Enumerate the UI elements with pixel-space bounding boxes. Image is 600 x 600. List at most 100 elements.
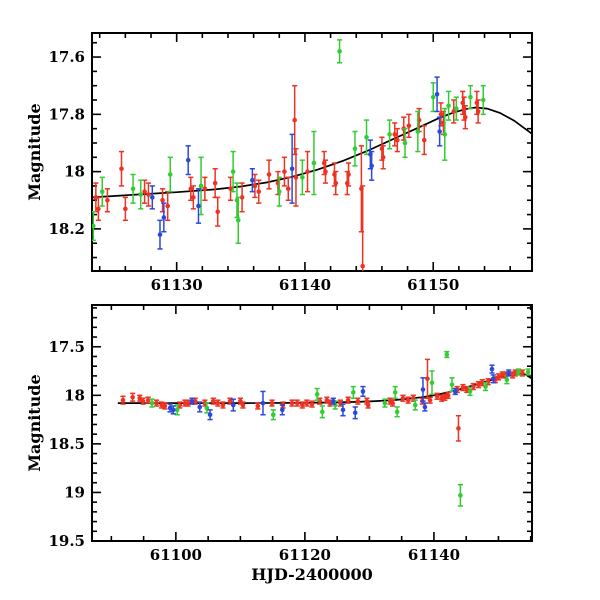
data-point-blue [434,76,440,113]
data-point-red [405,396,411,404]
data-point-red [380,145,386,170]
data-point-red [345,162,352,187]
data-point-green [311,130,317,196]
data-point-red [210,397,216,405]
data-point-green [402,127,408,159]
data-point-green [363,119,370,156]
top-panel: 61130 61140 61150 17.6 17.8 18 18.2 Magnitude [25,32,533,294]
data-point-green [235,196,241,244]
data-point-red [434,392,440,400]
data-point-green [299,159,305,196]
data-point-red [182,399,188,407]
data-point-red [215,196,221,227]
data-point-green [198,156,204,216]
top-x-tick-label: 61140 [279,276,331,294]
data-point-red [394,127,400,153]
data-point-red [355,397,361,405]
data-point-green [130,173,136,204]
data-point-red [227,176,234,202]
top-x-tick-label: 61150 [407,276,459,294]
data-point-red [390,399,396,407]
data-point-red [104,188,110,213]
top-y-tick-label: 18.2 [48,220,85,238]
data-point-blue [506,369,512,377]
top-x-tick-label: 61130 [151,276,203,294]
bottom-y-tick-label: 18 [64,386,85,404]
data-point-green [352,130,358,167]
top-series-green [92,39,486,244]
data-point-blue [452,387,458,396]
data-point-red [512,369,518,377]
data-point-red [285,176,291,202]
data-point-green [99,176,105,207]
top-series-blue [149,76,443,250]
data-point-red [475,380,482,389]
data-point-red [130,392,136,402]
data-point-red [239,182,245,213]
data-point-blue [352,406,358,420]
bottom-series-green [149,350,531,507]
data-point-green [515,368,522,376]
data-point-blue [197,401,203,413]
bottom-x-tick-label: 61100 [150,546,202,564]
data-point-green [319,405,325,419]
data-point-red [345,396,351,404]
data-point-red [400,394,406,402]
data-point-green [430,82,436,113]
data-point-red [392,122,398,147]
data-point-red [293,147,299,207]
data-point-red [227,397,233,405]
data-point-green [525,368,531,376]
data-point-green [392,385,398,399]
top-y-tick-label: 17.6 [48,48,85,66]
data-point-blue [249,168,255,193]
data-point-red [322,159,329,184]
bottom-y-tick-label: 18.5 [48,435,85,453]
data-point-red [145,182,152,207]
x-axis-label: HJD-2400000 [251,565,372,584]
top-ticks [92,33,532,271]
data-point-red [439,394,445,402]
data-point-green [270,409,276,421]
data-point-blue [360,385,366,398]
data-point-red [162,402,168,410]
data-point-green [92,210,96,242]
data-point-green [314,387,320,401]
data-point-red [122,196,128,222]
data-point-red [165,190,171,222]
data-point-red [266,159,272,190]
bottom-frame [91,304,533,542]
data-point-blue [437,116,443,147]
data-point-red [299,401,305,409]
bottom-panel: 61100 61120 61140 17.5 18 18.5 19 19.5 Magnitude [25,304,533,564]
bottom-series-red [120,358,525,442]
data-point-blue [195,188,202,224]
data-point-red [495,373,502,381]
data-point-blue [157,219,163,250]
data-point-red [153,399,160,407]
data-point-red [519,369,525,377]
data-point-blue [149,185,155,210]
data-point-green [336,39,343,64]
data-point-green [394,406,400,418]
data-point-red [202,176,208,202]
data-point-blue [369,150,375,181]
data-point-red [333,170,339,196]
data-point-green [204,402,210,414]
data-point-red [255,402,261,410]
data-point-blue [330,397,336,405]
data-point-red [159,188,166,213]
top-y-tick-label: 17.8 [48,105,85,123]
data-point-red [252,173,258,199]
data-point-red [445,391,451,399]
bottom-y-tick-label: 19.5 [48,532,85,550]
bottom-y-tick-label: 19 [64,483,85,501]
data-point-green [415,110,421,153]
data-point-red [120,395,126,405]
data-point-green [442,107,448,161]
data-point-red [337,399,343,407]
data-point-green [276,176,282,207]
data-point-green [444,350,450,359]
data-point-green [387,119,393,150]
